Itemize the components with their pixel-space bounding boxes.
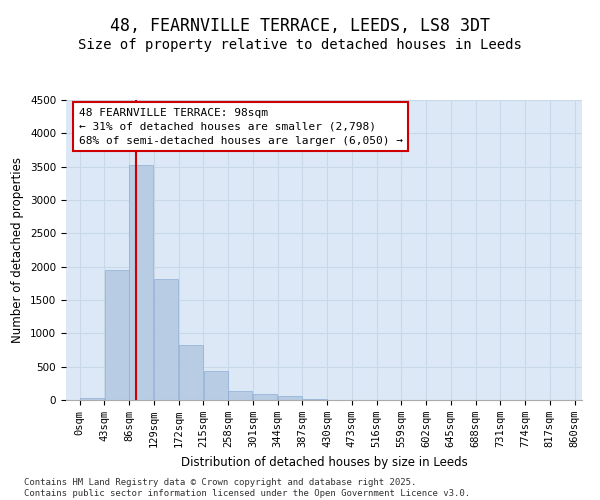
Bar [179, 344, 203, 400]
Bar [253, 394, 277, 400]
Text: 48, FEARNVILLE TERRACE, LEEDS, LS8 3DT: 48, FEARNVILLE TERRACE, LEEDS, LS8 3DT [110, 17, 490, 35]
Text: Size of property relative to detached houses in Leeds: Size of property relative to detached ho… [78, 38, 522, 52]
Y-axis label: Number of detached properties: Number of detached properties [11, 157, 25, 343]
Text: 48 FEARNVILLE TERRACE: 98sqm
← 31% of detached houses are smaller (2,798)
68% of: 48 FEARNVILLE TERRACE: 98sqm ← 31% of de… [79, 108, 403, 146]
Bar [105, 270, 129, 400]
Bar [130, 166, 154, 400]
Bar [278, 396, 302, 400]
Bar [204, 372, 228, 400]
Bar [80, 398, 104, 400]
X-axis label: Distribution of detached houses by size in Leeds: Distribution of detached houses by size … [181, 456, 467, 468]
Text: Contains HM Land Registry data © Crown copyright and database right 2025.
Contai: Contains HM Land Registry data © Crown c… [24, 478, 470, 498]
Bar [229, 392, 253, 400]
Bar [154, 278, 178, 400]
